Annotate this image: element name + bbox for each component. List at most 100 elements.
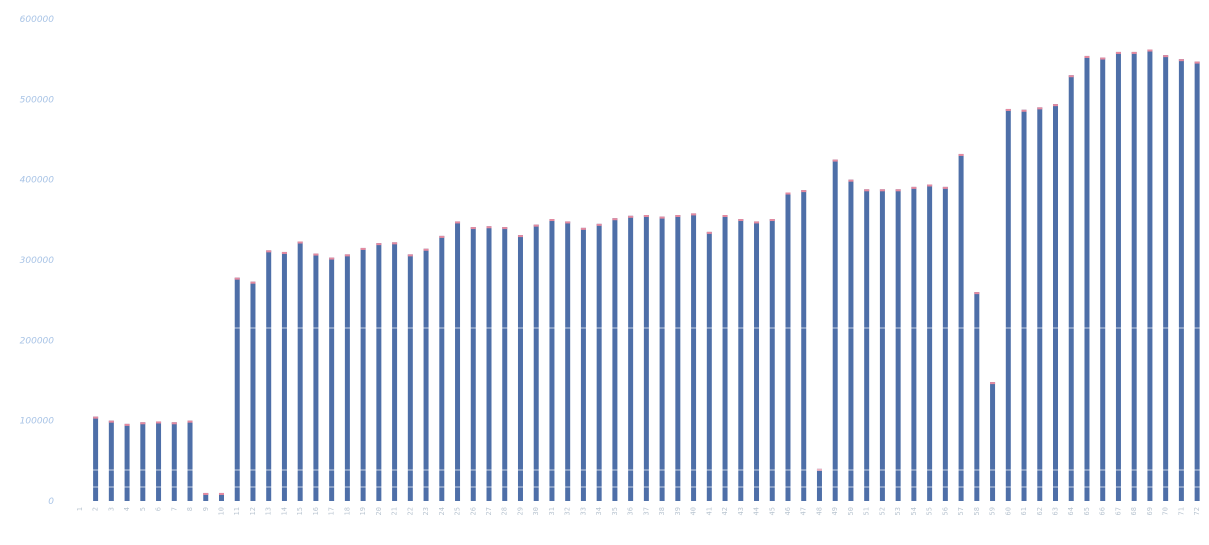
- bar: [785, 192, 791, 501]
- bar-cap: [250, 281, 256, 284]
- bar: [1115, 51, 1121, 501]
- x-tick-label: 12: [249, 507, 257, 515]
- y-axis: 0 100000 200000 300000 400000 500000 600000: [20, 15, 55, 507]
- x-tick-label: 32: [564, 507, 572, 515]
- x-tick-label: 57: [957, 507, 965, 515]
- x-tick-label: 20: [375, 507, 383, 515]
- bar: [659, 216, 665, 501]
- x-tick-label: 27: [485, 507, 493, 515]
- x-tick-label: 28: [501, 507, 509, 515]
- bar-cap: [171, 422, 177, 425]
- y-tick-label: 200000: [20, 336, 55, 346]
- x-tick-label: 4: [123, 507, 131, 511]
- x-tick-label: 16: [312, 507, 320, 515]
- bars-group: [93, 49, 1200, 502]
- x-tick-label: 11: [233, 507, 241, 515]
- x-tick-label: 38: [658, 507, 666, 515]
- bar-cap: [596, 223, 602, 226]
- bar-cap: [517, 235, 523, 238]
- bar-cap: [785, 192, 791, 195]
- bar: [392, 242, 398, 501]
- bar-cap: [879, 189, 885, 192]
- bar-cap: [1021, 109, 1027, 112]
- bar-cap: [1178, 59, 1184, 62]
- bar: [281, 251, 287, 501]
- bar-cap: [108, 420, 114, 423]
- bar-cap: [706, 231, 712, 234]
- bar: [455, 221, 461, 501]
- bar-cap: [942, 186, 948, 189]
- bar: [738, 219, 744, 501]
- bar: [470, 227, 476, 501]
- bar-cap: [423, 248, 429, 251]
- bar-cap: [848, 179, 854, 182]
- bar: [832, 159, 838, 502]
- x-tick-label: 34: [595, 507, 603, 515]
- bar: [722, 215, 728, 501]
- bar-cap: [486, 226, 492, 229]
- bar: [171, 422, 177, 501]
- bar-cap: [549, 219, 555, 222]
- x-tick-label: 64: [1067, 507, 1075, 515]
- bar: [580, 227, 586, 501]
- x-tick-label: 72: [1193, 507, 1201, 515]
- bar-cap: [156, 421, 162, 424]
- bar-cap: [911, 186, 917, 189]
- bar: [124, 423, 130, 501]
- bar-cap: [407, 254, 413, 257]
- bar: [1037, 107, 1043, 501]
- y-tick-label: 400000: [20, 176, 55, 186]
- bar: [297, 241, 303, 502]
- bar-cap: [140, 422, 146, 425]
- x-tick-label: 22: [406, 507, 414, 515]
- x-tick-label: 23: [422, 507, 430, 515]
- bar: [675, 215, 681, 501]
- x-tick-label: 58: [973, 507, 981, 515]
- bar: [486, 226, 492, 501]
- bar-cap: [392, 242, 398, 245]
- bar: [156, 421, 162, 501]
- bar: [1147, 49, 1153, 501]
- bar-cap: [754, 221, 760, 224]
- bar-cap: [1163, 55, 1169, 58]
- bar: [691, 213, 697, 501]
- x-tick-label: 61: [1020, 507, 1028, 515]
- x-tick-label: 25: [454, 507, 462, 515]
- bar-highlights: [72, 327, 1205, 488]
- bar: [218, 492, 224, 501]
- bar-cap: [974, 292, 980, 295]
- bar: [628, 215, 634, 502]
- bar: [706, 231, 712, 501]
- bar-cap: [329, 257, 335, 260]
- bar-cap: [203, 492, 209, 495]
- bar-cap: [297, 241, 303, 244]
- bar: [801, 190, 807, 502]
- bar-cap: [1005, 108, 1011, 111]
- bar: [612, 218, 618, 501]
- x-tick-label: 19: [359, 507, 367, 515]
- bar-cap: [93, 416, 99, 419]
- x-tick-label: 42: [721, 507, 729, 515]
- bar-cap: [234, 277, 240, 280]
- x-tick-label: 6: [155, 507, 163, 511]
- x-tick-label: 51: [863, 507, 871, 515]
- x-axis: 1 2 3 4 5 6 7 8 9 10 11 12 13 14 15 16 17 18 19 20 21 22 23 24 2…: [76, 507, 1201, 515]
- bar: [816, 468, 822, 501]
- bar-cap: [801, 190, 807, 193]
- bar-cap: [313, 253, 319, 256]
- bar-cap: [643, 215, 649, 218]
- x-tick-label: 52: [878, 507, 886, 515]
- bar: [879, 189, 885, 501]
- bar: [596, 223, 602, 501]
- bar-cap: [580, 227, 586, 230]
- bar: [1194, 61, 1200, 502]
- y-tick-label: 0: [48, 497, 54, 507]
- bar-cap: [565, 221, 571, 224]
- bar-cap: [1037, 107, 1043, 110]
- bar: [376, 243, 382, 501]
- x-tick-label: 17: [328, 507, 336, 515]
- x-tick-label: 49: [831, 507, 839, 515]
- bar: [549, 219, 555, 501]
- bar: [250, 281, 256, 501]
